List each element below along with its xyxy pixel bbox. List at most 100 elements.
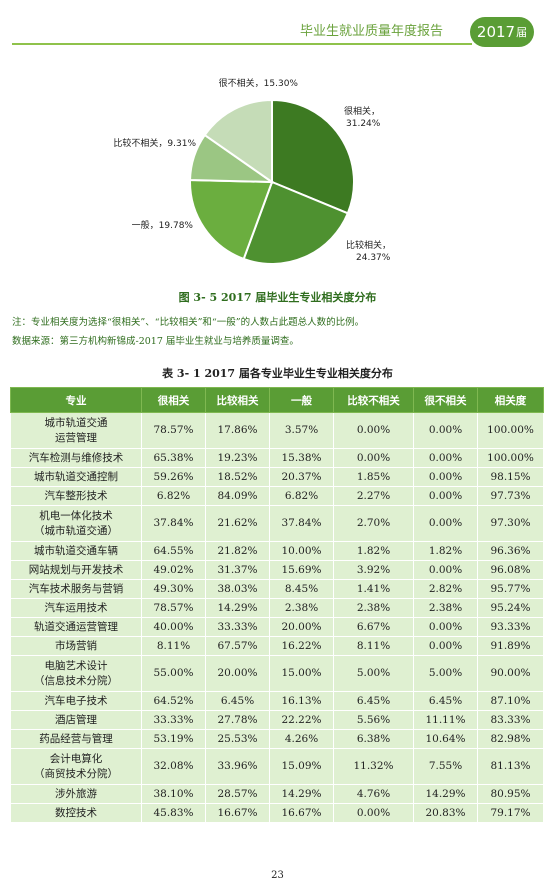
table-row: 酒店管理 33.33% 27.78% 22.22% 5.56% 11.11% 83.33% <box>10 710 544 730</box>
value-cell: 8.11% <box>333 636 414 656</box>
major-cell: 电脑艺术设计 （信息技术分院） <box>10 655 142 692</box>
value-cell: 45.83% <box>141 803 206 823</box>
value-cell: 11.11% <box>413 710 478 730</box>
major-cell: 机电一体化技术 （城市轨道交通） <box>10 505 142 542</box>
value-cell: 2.38% <box>333 598 414 618</box>
value-cell: 1.82% <box>413 541 478 561</box>
page-number: 23 <box>271 870 284 881</box>
value-cell: 53.19% <box>141 729 206 749</box>
major-cell: 网站规划与开发技术 <box>10 560 142 580</box>
value-cell: 93.33% <box>477 617 544 637</box>
value-cell: 81.13% <box>477 748 544 785</box>
value-cell: 4.76% <box>333 784 414 804</box>
table-row: 汽车电子技术 64.52% 6.45% 16.13% 6.45% 6.45% 87.10% <box>10 691 544 711</box>
column-header-2: 比较相关 <box>205 387 270 413</box>
major-cell: 数控技术 <box>10 803 142 823</box>
value-cell: 15.00% <box>269 655 334 692</box>
value-cell: 97.73% <box>477 486 544 506</box>
value-cell: 1.41% <box>333 579 414 599</box>
table-row: 会计电算化 （商贸技术分院） 32.08% 33.96% 15.09% 11.32% 7.5… <box>10 748 544 785</box>
pie-slice-2 <box>189 178 274 261</box>
value-cell: 37.84% <box>141 505 206 542</box>
value-cell: 18.52% <box>205 467 270 487</box>
table-row: 城市轨道交通 运营管理 78.57% 17.86% 3.57% 0.00% 0.00% 100… <box>10 412 544 449</box>
pie-label-3: 比较不相关，9.31% <box>113 137 196 149</box>
major-cell: 城市轨道交通控制 <box>10 467 142 487</box>
table-row: 汽车运用技术 78.57% 14.29% 2.38% 2.38% 2.38% 95.24% <box>10 598 544 618</box>
value-cell: 16.67% <box>205 803 270 823</box>
major-cell: 涉外旅游 <box>10 784 142 804</box>
value-cell: 97.30% <box>477 505 544 542</box>
value-cell: 32.08% <box>141 748 206 785</box>
major-cell: 酒店管理 <box>10 710 142 730</box>
value-cell: 21.82% <box>205 541 270 561</box>
value-cell: 64.52% <box>141 691 206 711</box>
major-cell: 市场营销 <box>10 636 142 656</box>
column-header-1: 很相关 <box>141 387 206 413</box>
value-cell: 79.17% <box>477 803 544 823</box>
value-cell: 28.57% <box>205 784 270 804</box>
value-cell: 5.00% <box>413 655 478 692</box>
value-cell: 91.89% <box>477 636 544 656</box>
table-row: 汽车技术服务与营销 49.30% 38.03% 8.45% 1.41% 2.82% 95.7… <box>10 579 544 599</box>
table-row: 电脑艺术设计 （信息技术分院） 55.00% 20.00% 15.00% 5.00% 5.0… <box>10 655 544 692</box>
table-header-row: 专业 很相关 比较相关 一般 比较不相关 很不相关 相关度 <box>10 387 544 413</box>
value-cell: 7.55% <box>413 748 478 785</box>
value-cell: 0.00% <box>413 636 478 656</box>
value-cell: 20.83% <box>413 803 478 823</box>
major-cell: 汽车整形技术 <box>10 486 142 506</box>
major-cell: 会计电算化 （商贸技术分院） <box>10 748 142 785</box>
pie-slice-0 <box>271 98 355 215</box>
value-cell: 1.85% <box>333 467 414 487</box>
value-cell: 0.00% <box>413 560 478 580</box>
major-cell: 汽车技术服务与营销 <box>10 579 142 599</box>
value-cell: 0.00% <box>333 448 414 468</box>
value-cell: 59.26% <box>141 467 206 487</box>
table-caption: 表 3- 1 2017 届各专业毕业生专业相关度分布 <box>162 367 393 380</box>
major-cell: 汽车检测与维修技术 <box>10 448 142 468</box>
value-cell: 98.15% <box>477 467 544 487</box>
value-cell: 15.38% <box>269 448 334 468</box>
value-cell: 100.00% <box>477 448 544 468</box>
pie-label-0: 很相关， 31.24% <box>344 105 381 129</box>
value-cell: 15.69% <box>269 560 334 580</box>
table-row: 涉外旅游 38.10% 28.57% 14.29% 4.76% 14.29% 80.95% <box>10 784 544 804</box>
value-cell: 22.22% <box>269 710 334 730</box>
value-cell: 6.38% <box>333 729 414 749</box>
data-source-note: 数据来源：第三方机构新锦成-2017 届毕业生就业与培养质量调查。 <box>12 336 299 347</box>
value-cell: 10.64% <box>413 729 478 749</box>
value-cell: 5.56% <box>333 710 414 730</box>
value-cell: 67.57% <box>205 636 270 656</box>
value-cell: 0.00% <box>413 448 478 468</box>
value-cell: 40.00% <box>141 617 206 637</box>
value-cell: 100.00% <box>477 412 544 449</box>
value-cell: 78.57% <box>141 412 206 449</box>
pie-slice-1 <box>242 180 350 265</box>
value-cell: 20.00% <box>269 617 334 637</box>
value-cell: 2.38% <box>413 598 478 618</box>
table-row: 城市轨道交通车辆 64.55% 21.82% 10.00% 1.82% 1.82% 96.3… <box>10 541 544 561</box>
table-row: 药品经营与管理 53.19% 25.53% 4.26% 6.38% 10.64% 82.98… <box>10 729 544 749</box>
value-cell: 1.82% <box>333 541 414 561</box>
table-row: 汽车整形技术 6.82% 84.09% 6.82% 2.27% 0.00% 97.73% <box>10 486 544 506</box>
header-rule <box>12 43 472 45</box>
value-cell: 31.37% <box>205 560 270 580</box>
value-cell: 6.67% <box>333 617 414 637</box>
value-cell: 2.82% <box>413 579 478 599</box>
value-cell: 3.92% <box>333 560 414 580</box>
pie-chart: 很相关， 31.24% 比较相关， 24.37% 一般，19.78% 比较不相关，9.31… <box>113 77 391 265</box>
value-cell: 20.00% <box>205 655 270 692</box>
value-cell: 6.82% <box>141 486 206 506</box>
major-cell: 汽车运用技术 <box>10 598 142 618</box>
value-cell: 96.08% <box>477 560 544 580</box>
table-row: 城市轨道交通控制 59.26% 18.52% 20.37% 1.85% 0.00% 98.1… <box>10 467 544 487</box>
table-row: 机电一体化技术 （城市轨道交通） 37.84% 21.62% 37.84% 2.70% 0.… <box>10 505 544 542</box>
value-cell: 95.77% <box>477 579 544 599</box>
value-cell: 3.57% <box>269 412 334 449</box>
value-cell: 14.29% <box>205 598 270 618</box>
definition-note: 注：专业相关度为选择“很相关”、“比较相关”和“一般”的人数占此题总人数的比例。 <box>12 317 365 328</box>
year-badge-suffix: 届 <box>516 26 528 39</box>
major-cell: 汽车电子技术 <box>10 691 142 711</box>
value-cell: 64.55% <box>141 541 206 561</box>
value-cell: 33.96% <box>205 748 270 785</box>
